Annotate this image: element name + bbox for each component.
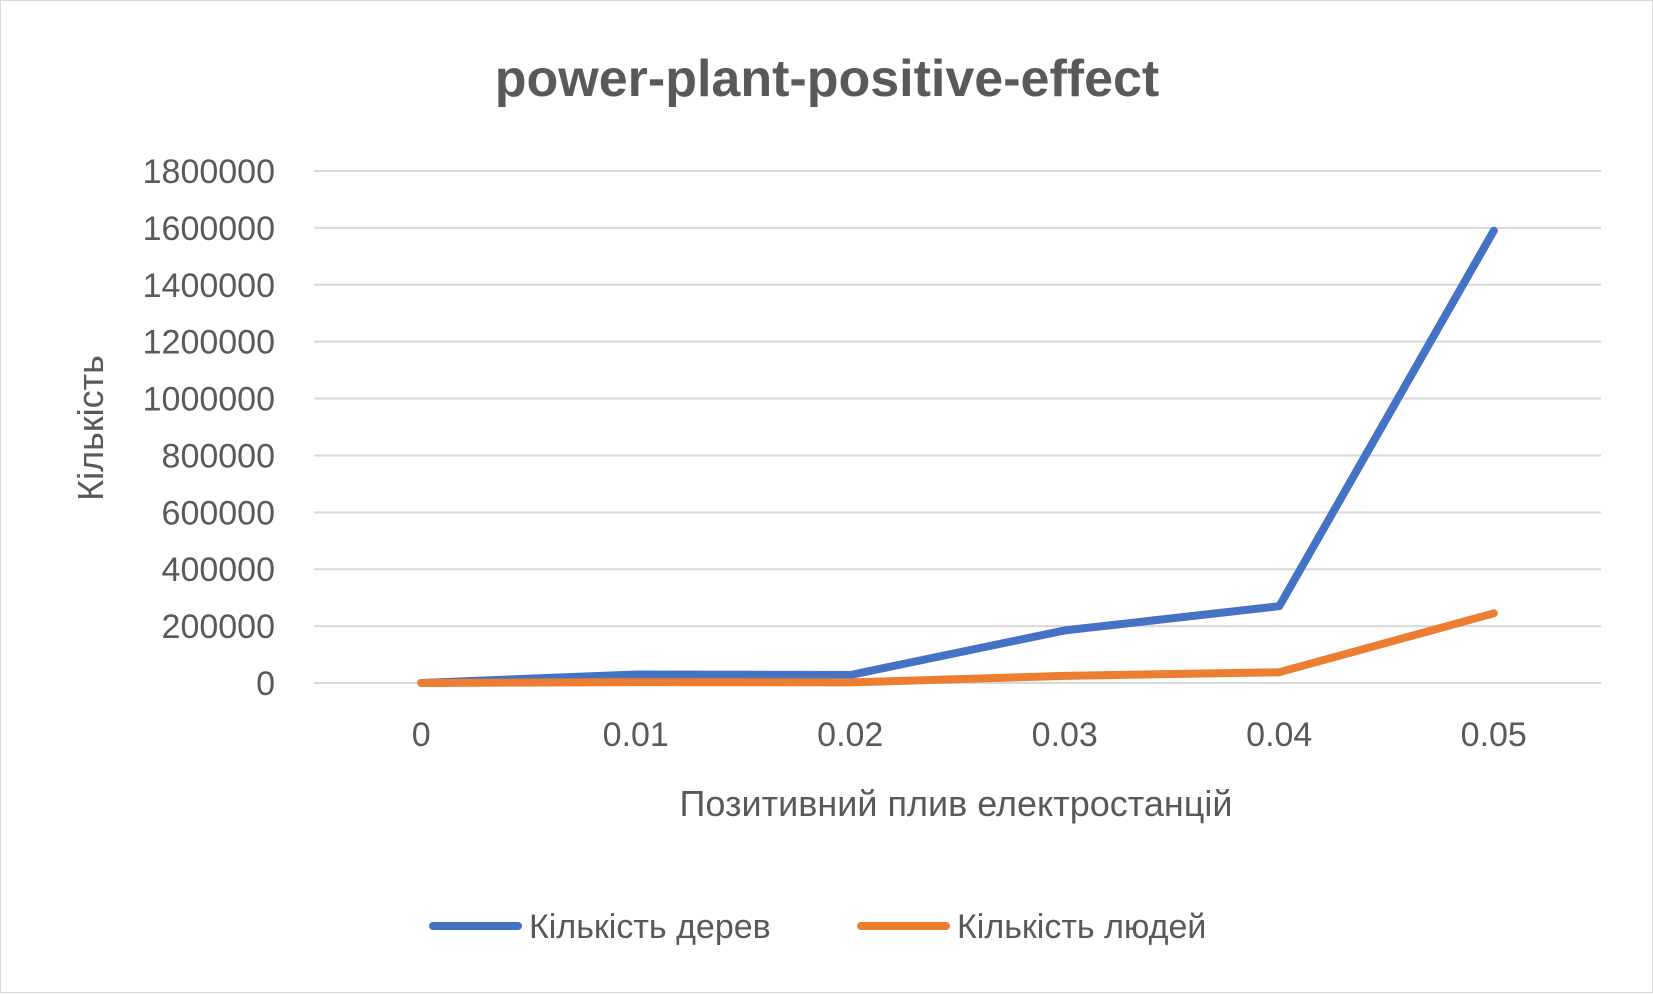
x-axis-label: Позитивний плив електростанцій <box>680 783 1233 824</box>
y-tick-label: 1000000 <box>143 381 275 419</box>
chart-title: power-plant-positive-effect <box>495 50 1160 108</box>
y-tick-label: 400000 <box>162 551 275 589</box>
series-line-1 <box>417 226 1498 687</box>
y-tick-label: 1600000 <box>143 210 275 248</box>
x-tick-label: 0.03 <box>1032 716 1098 754</box>
y-tick-label: 1800000 <box>143 153 275 191</box>
x-axis-ticks: 0 0.01 0.02 0.03 0.04 0.05 <box>412 716 1527 754</box>
x-tick-label: 0.02 <box>817 716 883 754</box>
series-lines <box>417 226 1498 687</box>
x-tick-label: 0 <box>412 716 431 754</box>
y-axis-label: Кількість <box>70 355 111 501</box>
y-axis-ticks: 0 200000 400000 600000 800000 1000000 1200000 1… <box>143 153 275 703</box>
series-line-2 <box>417 609 1498 687</box>
legend: Кількість дерев Кількість людей <box>429 908 1206 946</box>
x-tick-label: 0.05 <box>1461 716 1527 754</box>
y-tick-label: 200000 <box>162 608 275 646</box>
y-tick-label: 0 <box>256 665 275 703</box>
y-tick-label: 600000 <box>162 494 275 532</box>
y-tick-label: 800000 <box>162 437 275 475</box>
x-tick-label: 0.01 <box>603 716 669 754</box>
y-tick-label: 1200000 <box>143 324 275 362</box>
legend-label-2: Кількість людей <box>957 908 1206 946</box>
x-tick-label: 0.04 <box>1246 716 1312 754</box>
gridlines <box>314 170 1601 684</box>
y-tick-label: 1400000 <box>143 267 275 305</box>
legend-label-1: Кількість дерев <box>529 908 771 946</box>
